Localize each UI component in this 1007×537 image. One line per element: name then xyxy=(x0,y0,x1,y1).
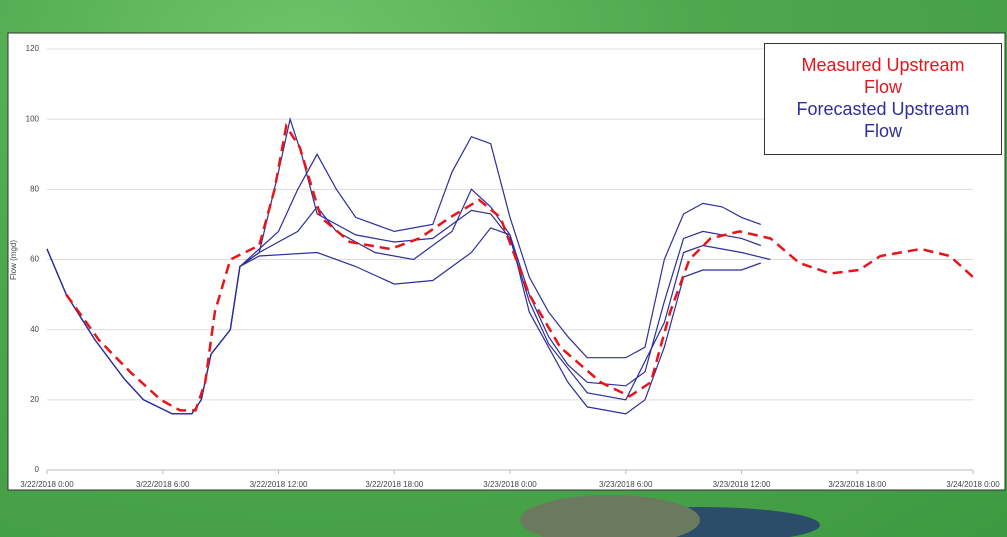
y-tick-label: 60 xyxy=(30,255,39,264)
y-tick-label: 0 xyxy=(35,465,40,474)
x-tick-label: 3/22/2018 0:00 xyxy=(20,480,74,489)
y-axis-label: Flow (mgd) xyxy=(9,240,18,280)
x-tick-label: 3/24/2018 0:00 xyxy=(946,480,1000,489)
legend-entry: Forecasted Upstream Flow xyxy=(765,98,1001,142)
x-tick-label: 3/23/2018 18:00 xyxy=(828,480,886,489)
y-tick-label: 80 xyxy=(30,184,39,193)
x-tick-label: 3/22/2018 6:00 xyxy=(136,480,190,489)
x-tick-label: 3/22/2018 18:00 xyxy=(365,480,423,489)
legend-entry: Measured Upstream Flow xyxy=(765,54,1001,98)
page: Flow (mgd) 0 20 40 60 80 100 120 3/22/2018 0:00… xyxy=(0,0,1007,537)
terrain xyxy=(520,495,700,537)
y-tick-label: 100 xyxy=(26,114,40,123)
x-tick-label: 3/22/2018 12:00 xyxy=(250,480,308,489)
y-tick-label: 20 xyxy=(30,395,39,404)
x-tick-label: 3/23/2018 0:00 xyxy=(483,480,537,489)
x-tick-label: 3/23/2018 6:00 xyxy=(599,480,653,489)
y-tick-label: 120 xyxy=(26,44,40,53)
y-tick-label: 40 xyxy=(30,325,39,334)
x-tick-label: 3/23/2018 12:00 xyxy=(713,480,771,489)
